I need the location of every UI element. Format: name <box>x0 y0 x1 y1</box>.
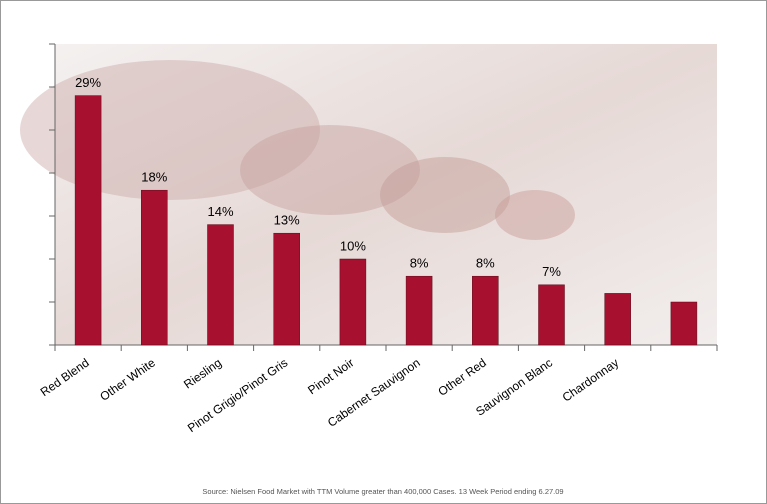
bar <box>273 232 300 346</box>
bar <box>405 275 433 346</box>
data-label: 8% <box>476 256 495 271</box>
bar <box>207 224 234 346</box>
data-label: 7% <box>542 264 561 279</box>
data-label: 13% <box>274 213 300 228</box>
bar <box>74 95 102 346</box>
data-label: 29% <box>75 75 101 90</box>
glass-decoration <box>240 125 420 215</box>
data-label: 10% <box>340 238 366 253</box>
bar <box>670 301 698 346</box>
data-label: 18% <box>141 170 167 185</box>
bar <box>339 258 367 346</box>
data-label: 14% <box>207 204 233 219</box>
glass-decoration <box>380 157 510 233</box>
bar <box>472 275 499 346</box>
glass-decoration <box>495 190 575 240</box>
bar <box>604 293 631 346</box>
source-note: Source: Nielsen Food Market with TTM Vol… <box>202 487 563 496</box>
bar <box>538 284 565 346</box>
data-label: 8% <box>410 256 429 271</box>
bar <box>141 189 168 346</box>
